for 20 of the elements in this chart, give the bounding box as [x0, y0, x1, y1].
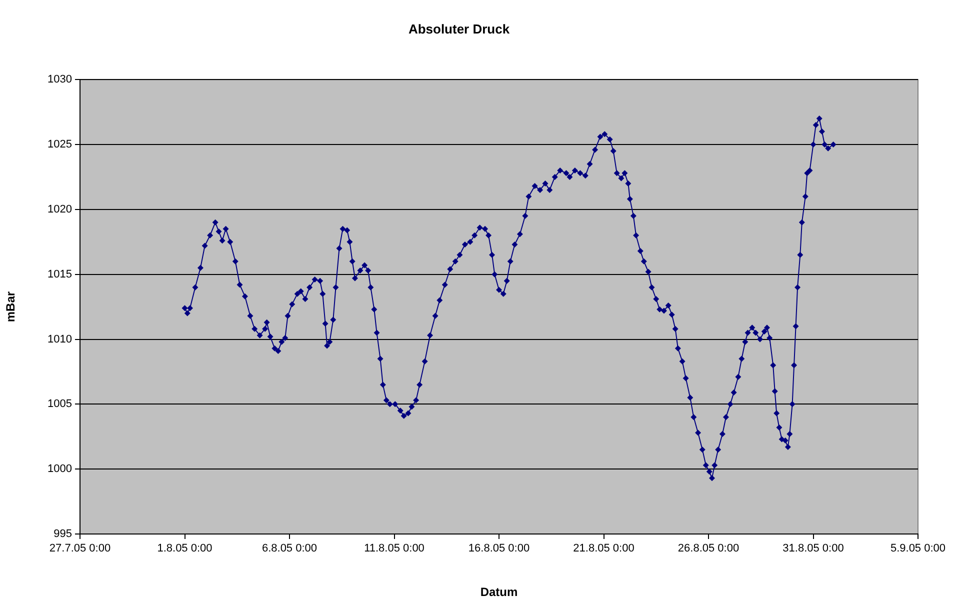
y-tick-label: 1015	[48, 268, 72, 280]
x-tick-label: 27.7.05 0:00	[49, 542, 111, 555]
y-axis-title: mBar	[4, 291, 18, 322]
y-tick-label: 1000	[48, 463, 72, 476]
x-tick-label: 31.8.05 0:00	[782, 542, 844, 555]
y-tick-label: 995	[54, 528, 72, 540]
y-tick-label: 1030	[48, 74, 72, 86]
x-tick-label: 16.8.05 0:00	[468, 542, 530, 555]
y-tick-label: 1025	[48, 138, 72, 151]
x-tick-label: 5.9.05 0:00	[890, 542, 946, 555]
y-tick-label: 1005	[48, 398, 72, 410]
y-tick-label: 1010	[48, 333, 72, 346]
x-axis-title: Datum	[480, 585, 518, 600]
x-tick-label: 26.8.05 0:00	[678, 542, 740, 555]
y-tick-label: 1020	[48, 203, 72, 216]
x-tick-label: 6.8.05 0:00	[262, 542, 318, 555]
chart-title: Absoluter Druck	[408, 21, 510, 36]
x-tick-label: 11.8.05 0:00	[364, 542, 424, 555]
x-tick-label: 1.8.05 0:00	[157, 542, 212, 555]
x-tick-label: 21.8.05 0:00	[573, 542, 634, 555]
